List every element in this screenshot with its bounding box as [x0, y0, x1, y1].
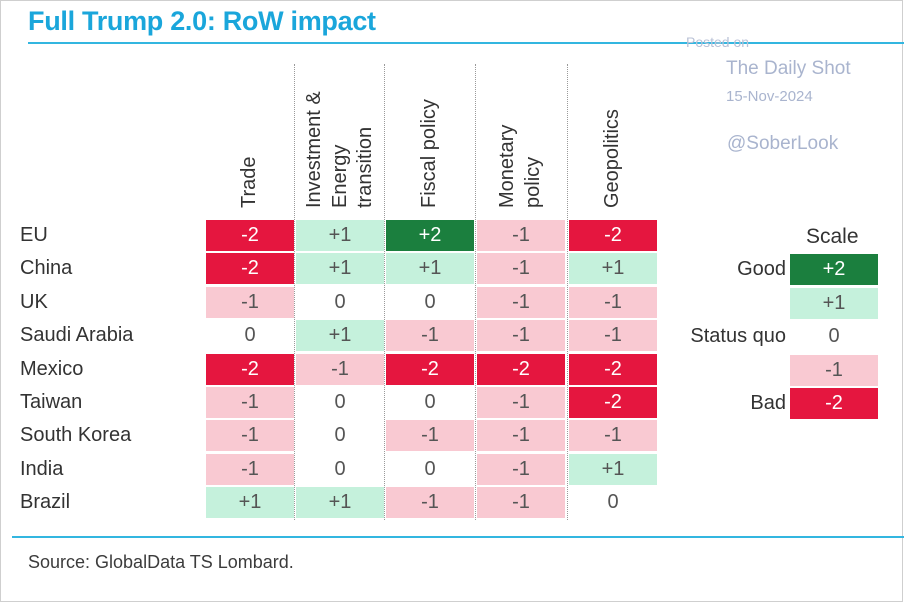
heatmap-cell: +1 — [206, 487, 294, 519]
heatmap-cell: -2 — [206, 353, 294, 385]
watermark-posted: Posted on — [686, 34, 750, 50]
title-rule — [28, 42, 904, 44]
heatmap-cell: +1 — [569, 453, 657, 485]
heatmap-cell: -1 — [477, 387, 565, 418]
column-header-line: Monetary — [496, 124, 519, 208]
heatmap-cell: 0 — [296, 286, 384, 318]
heatmap-cell: -1 — [206, 453, 294, 485]
heatmap-cell: 0 — [296, 453, 384, 485]
column-separator — [294, 64, 295, 520]
chart-title: Full Trump 2.0: RoW impact — [28, 6, 376, 36]
heatmap-cell: -1 — [477, 253, 565, 285]
heatmap-cell: -2 — [206, 220, 294, 251]
heatmap-cell: -1 — [206, 286, 294, 318]
heatmap-cell: -2 — [569, 220, 657, 251]
heatmap-cell: 0 — [206, 320, 294, 352]
watermark-site: The Daily Shot — [726, 58, 851, 79]
heatmap-cell: -1 — [569, 320, 657, 352]
heatmap-cell: -1 — [206, 387, 294, 418]
column-header-line: Fiscal policy — [418, 99, 441, 208]
scale-swatch: +1 — [790, 287, 878, 319]
row-label: South Korea — [20, 424, 132, 447]
source-note: Source: GlobalData TS Lombard. — [28, 552, 294, 572]
heatmap-cell: 0 — [296, 387, 384, 418]
heatmap-cell: -1 — [386, 320, 474, 352]
column-header-line: policy — [521, 156, 544, 208]
row-label: UK — [20, 290, 48, 313]
heatmap-cell: -1 — [569, 286, 657, 318]
heatmap-cell: -1 — [477, 420, 565, 452]
row-label: Taiwan — [20, 391, 83, 413]
heatmap-cell: +2 — [386, 220, 474, 251]
heatmap-cell: -2 — [386, 353, 474, 385]
scale-swatch: +2 — [790, 254, 878, 285]
heatmap-cell: 0 — [569, 487, 657, 519]
heatmap-cell: -1 — [386, 487, 474, 519]
heatmap-cell: -2 — [569, 353, 657, 385]
heatmap-cell: -2 — [569, 387, 657, 418]
column-header-line: Energy — [328, 144, 351, 208]
heatmap-cell: 0 — [386, 286, 474, 318]
scale-title: Scale — [806, 225, 859, 248]
scale-label: Bad — [750, 392, 786, 414]
heatmap-cell: +1 — [296, 220, 384, 251]
heatmap-cell: 0 — [296, 420, 384, 452]
heatmap-cell: -1 — [477, 286, 565, 318]
heatmap-cell: -2 — [206, 253, 294, 285]
scale-label: Status quo — [690, 325, 786, 347]
scale-label: Good — [737, 258, 786, 280]
row-label: India — [20, 457, 64, 480]
scale-swatch: -2 — [790, 388, 878, 419]
footer-rule — [12, 536, 904, 538]
row-label: Mexico — [20, 357, 84, 380]
column-separator — [475, 64, 476, 520]
column-header-line: Investment & — [302, 91, 325, 208]
row-label: Saudi Arabia — [20, 324, 134, 347]
column-separator — [384, 64, 385, 520]
heatmap-cell: +1 — [296, 487, 384, 519]
heatmap-cell: -1 — [477, 220, 565, 251]
row-label: Brazil — [20, 491, 71, 514]
watermark-handle: @SoberLook — [727, 133, 839, 154]
heatmap-cell: +1 — [569, 253, 657, 285]
heatmap-cell: -1 — [296, 353, 384, 385]
heatmap-cell: +1 — [296, 320, 384, 352]
watermark-date: 15-Nov-2024 — [726, 88, 813, 105]
column-header-line: Geopolitics — [601, 109, 624, 208]
heatmap-cell: -1 — [569, 420, 657, 452]
heatmap-cell: -1 — [386, 420, 474, 452]
column-header-line: Trade — [238, 156, 261, 208]
scale-swatch: -1 — [790, 354, 878, 386]
heatmap-cell: +1 — [386, 253, 474, 285]
row-label: EU — [20, 224, 48, 246]
heatmap-cell: -1 — [477, 487, 565, 519]
column-header-line: transition — [353, 126, 376, 208]
scale-swatch: 0 — [790, 321, 878, 352]
row-label: China — [20, 257, 73, 280]
heatmap-cell: 0 — [386, 387, 474, 418]
heatmap-cell: -1 — [206, 420, 294, 452]
heatmap-cell: -1 — [477, 320, 565, 352]
heatmap-cell: +1 — [296, 253, 384, 285]
column-separator — [567, 64, 568, 520]
heatmap-cell: -2 — [477, 353, 565, 385]
heatmap-cell: 0 — [386, 453, 474, 485]
heatmap-cell: -1 — [477, 453, 565, 485]
